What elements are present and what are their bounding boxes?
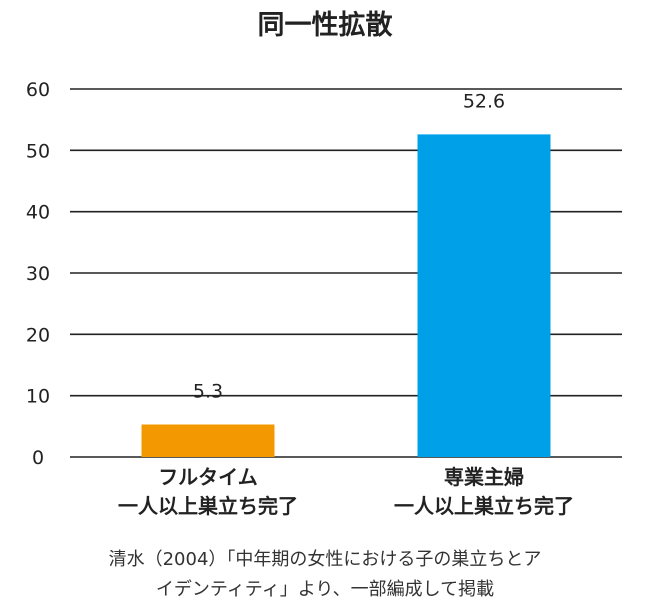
- y-tick-label-30: 30: [26, 263, 50, 285]
- category-label-1-line-1: フルタイム: [158, 465, 258, 489]
- data-labels: 5.3 52.6: [193, 90, 505, 402]
- y-tick-label-20: 20: [26, 324, 50, 346]
- data-label-1: 5.3: [193, 380, 223, 402]
- bars: [141, 134, 551, 458]
- y-tick-label-50: 50: [26, 140, 50, 162]
- y-tick-label-40: 40: [26, 202, 50, 224]
- gridlines: [70, 88, 622, 458]
- chart-title: 同一性拡散: [258, 10, 393, 41]
- y-tick-label-10: 10: [26, 386, 50, 408]
- source-note-line-1: 清水（2004）「中年期の女性における子の巣立ちとア: [108, 549, 542, 570]
- category-label-2-line-2: 一人以上巣立ち完了: [394, 494, 574, 518]
- bar-1: [141, 424, 275, 457]
- y-tick-label-60: 60: [26, 79, 50, 101]
- source-note: 清水（2004）「中年期の女性における子の巣立ちとア イデンティティ」より、一部…: [20, 545, 630, 605]
- category-label-1-line-2: 一人以上巣立ち完了: [118, 494, 298, 518]
- y-axis-tick-labels: 0 10 20 30 40 50 60: [26, 79, 50, 469]
- category-label-2-line-1: 専業主婦: [444, 465, 524, 489]
- data-label-2: 52.6: [463, 90, 505, 112]
- bar-2: [417, 134, 551, 458]
- y-tick-label-0: 0: [32, 447, 44, 469]
- source-note-line-2: イデンティティ」より、一部編成して掲載: [155, 579, 495, 600]
